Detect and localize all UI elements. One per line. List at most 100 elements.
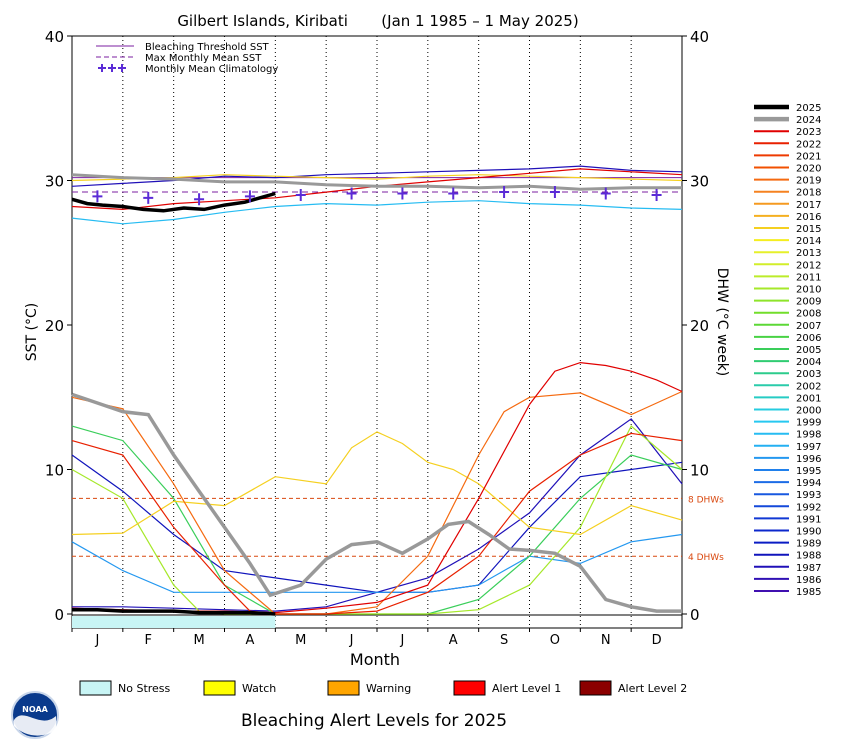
y-axis-right-ticks: 0 10 20 30 40 [682, 28, 709, 624]
dhw-line-2024 [71, 392, 682, 613]
year-legend-label: 2021 [796, 151, 821, 162]
legend-label: Max Monthly Mean SST [145, 53, 262, 64]
y-axis-right-label: DHW (°C week) [714, 268, 730, 377]
year-legend-label: 2003 [796, 369, 821, 380]
year-legend-label: 1993 [796, 490, 821, 501]
x-tick-label: M [193, 633, 204, 648]
climatology-markers [92, 186, 662, 206]
climatology-marker [397, 187, 408, 200]
alert-level-legend: No Stress Watch Warning Alert Level 1 Alert … [79, 680, 687, 696]
year-legend-label: 2017 [796, 200, 821, 211]
year-legend-label: 2004 [796, 357, 821, 368]
alert-label: Alert Level 2 [618, 682, 687, 695]
year-legend-label: 2006 [796, 333, 821, 344]
alert-bar [72, 614, 682, 628]
year-legend-label: 1989 [796, 539, 821, 550]
legend-cross-glyph [98, 64, 106, 72]
alert-label: No Stress [118, 682, 171, 695]
dhw-line-2010 [71, 425, 683, 615]
dhw-series-lines [71, 361, 683, 616]
y-axis-left-label: SST (°C) [24, 303, 40, 361]
dhw-line-2025 [72, 607, 276, 616]
alert-swatch [579, 680, 612, 696]
year-legend-label: 2007 [796, 321, 821, 332]
y-right-tick-label: 20 [690, 317, 709, 335]
chart-title: Gilbert Islands, Kiribati (Jan 1 1985 – … [177, 12, 578, 30]
year-legend-label: 1997 [796, 442, 821, 453]
climatology-marker [549, 186, 560, 199]
climatology-marker [346, 187, 357, 200]
year-legend-label: 1999 [796, 418, 821, 429]
climatology-marker [448, 187, 459, 200]
year-legend-label: 2000 [796, 406, 821, 417]
alert-bar-segment [72, 616, 276, 628]
y-right-tick-label: 0 [690, 606, 700, 624]
x-tick-label: M [295, 633, 306, 648]
x-tick-label: D [652, 633, 662, 648]
x-axis-label: Month [350, 650, 400, 669]
dhw-threshold-label: 8 DHWs [688, 495, 724, 505]
x-tick-label: F [145, 633, 152, 648]
y-tick-label: 0 [54, 606, 64, 624]
year-legend-label: 1991 [796, 514, 821, 525]
climatology-marker [499, 186, 510, 199]
sst-line-1998 [71, 200, 683, 225]
climatology-marker [92, 190, 103, 203]
legend-cross-glyph [108, 64, 116, 72]
year-legend-label: 1994 [796, 478, 821, 489]
year-legend-label: 2019 [796, 176, 821, 187]
climatology-marker [600, 187, 611, 200]
sst-line-2025 [71, 191, 276, 213]
y-right-tick-label: 30 [690, 173, 709, 191]
x-tick-label: S [500, 633, 508, 648]
year-legend-label: 2012 [796, 260, 821, 271]
sst-series-lines [71, 165, 683, 225]
climatology-marker [194, 193, 205, 206]
dhw-line-1996 [71, 533, 683, 593]
x-tick-label: N [601, 633, 611, 648]
year-legend-label: 1987 [796, 563, 821, 574]
year-legend-label: 2001 [796, 393, 821, 404]
year-legend-label: 1985 [796, 587, 821, 598]
alert-label: Alert Level 1 [492, 682, 561, 695]
year-legend-label: 2016 [796, 212, 821, 223]
x-tick-label: J [399, 633, 404, 648]
y-axis-left-ticks: 0 10 20 30 40 [45, 28, 72, 624]
noaa-logo-text: NOAA [22, 705, 48, 714]
year-legend-label: 2023 [796, 127, 821, 138]
y-right-tick-label: 10 [690, 462, 709, 480]
climatology-marker [244, 190, 255, 203]
year-legend-label: 2008 [796, 309, 821, 320]
dhw-line-2019 [71, 390, 683, 615]
year-legend-label: 1998 [796, 430, 821, 441]
alert-swatch [453, 680, 486, 696]
noaa-logo: NOAA [11, 691, 59, 739]
year-legend-label: 2005 [796, 345, 821, 356]
month-gridlines [122, 36, 632, 628]
year-legend-label: 2011 [796, 272, 821, 283]
x-tick-label: O [550, 633, 560, 648]
year-legend-label: 1988 [796, 551, 821, 562]
legend-label: Monthly Mean Climatology [145, 64, 278, 75]
x-tick-label: J [94, 633, 99, 648]
year-legend-label: 1996 [796, 454, 821, 465]
year-legend-label: 2010 [796, 285, 821, 296]
dhw-line-2015 [71, 431, 683, 536]
climatology-marker [295, 188, 306, 201]
x-tick-label: A [245, 633, 254, 648]
year-legend-label: 1995 [796, 466, 821, 477]
dhw-threshold-label: 4 DHWs [688, 553, 724, 563]
climatology-marker [143, 191, 154, 204]
legend-cross-glyph [118, 64, 126, 72]
year-legend-label: 1992 [796, 502, 821, 513]
footer-title: Bleaching Alert Levels for 2025 [241, 711, 507, 731]
alert-swatch [79, 680, 112, 696]
y-tick-label: 30 [45, 173, 64, 191]
year-legend-label: 1986 [796, 575, 821, 586]
dhw-line-2022 [71, 432, 683, 615]
year-legend-label: 2009 [796, 297, 821, 308]
legend-label: Bleaching Threshold SST [145, 42, 270, 53]
